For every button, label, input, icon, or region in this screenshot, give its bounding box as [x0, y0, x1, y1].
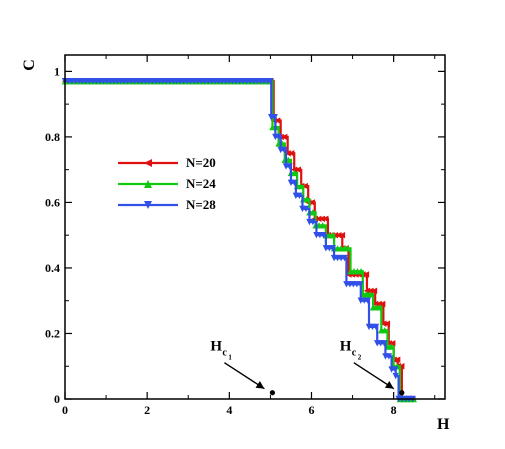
- plot-frame: [64, 54, 446, 400]
- series-n-28: [61, 78, 416, 403]
- data-point: [309, 218, 317, 226]
- data-point: [296, 192, 303, 200]
- annotation-arrowhead: [384, 381, 394, 389]
- data-point: [381, 327, 389, 334]
- y-tick-label: 0: [54, 392, 60, 406]
- data-point: [318, 215, 325, 223]
- data-point: [294, 166, 301, 173]
- data-point: [303, 195, 310, 203]
- x-tick-label: 0: [62, 403, 68, 417]
- data-point: [367, 287, 374, 295]
- annotation-label: H: [210, 339, 222, 355]
- y-axis-label: C: [21, 59, 38, 71]
- x-tick-label: 2: [144, 403, 150, 417]
- data-point: [364, 297, 371, 304]
- data-point: [275, 133, 283, 141]
- data-point: [308, 199, 315, 206]
- data-point: [309, 209, 317, 216]
- data-point: [291, 166, 298, 173]
- data-point: [284, 150, 291, 157]
- data-point: [344, 245, 352, 252]
- data-point: [385, 353, 393, 360]
- data-point: [357, 281, 364, 288]
- data-point: [319, 222, 326, 229]
- data-point: [398, 363, 405, 370]
- data-point: [291, 169, 298, 177]
- data-point: [301, 182, 308, 190]
- data-point: [280, 146, 288, 154]
- data-point: [291, 179, 298, 186]
- x-tick-label: 6: [308, 403, 314, 417]
- x-tick-label: 8: [391, 403, 397, 417]
- legend: N=20 N=24 N=28: [118, 155, 216, 212]
- data-point: [329, 231, 337, 239]
- data-point: [363, 287, 371, 295]
- series-n-20: [61, 78, 416, 403]
- annotation-subscript: c: [222, 348, 227, 359]
- data-point: [271, 114, 278, 121]
- legend-marker: [144, 159, 152, 167]
- y-tick-label: 0.6: [45, 195, 60, 209]
- data-point: [338, 231, 346, 239]
- series-line: [65, 80, 415, 401]
- legend-label: N=20: [186, 155, 216, 170]
- data-point: [322, 215, 329, 223]
- y-tick-label: 0.8: [45, 130, 60, 144]
- data-point: [392, 372, 399, 380]
- x-axis-label: H: [437, 416, 450, 433]
- data-point: [280, 133, 288, 141]
- annotation-subscript: c: [352, 348, 357, 359]
- y-tick-label: 1: [54, 64, 60, 78]
- data-point: [329, 245, 337, 252]
- series-line: [65, 80, 415, 401]
- data-point: [391, 366, 399, 373]
- data-point: [389, 340, 396, 347]
- y-tick-label: 0.4: [45, 261, 60, 275]
- data-point: [287, 150, 295, 157]
- data-point: [267, 78, 274, 85]
- data-point: [380, 320, 387, 327]
- data-point: [357, 268, 365, 275]
- legend-label: N=28: [186, 197, 216, 212]
- annotation-subsubscript: 2: [358, 354, 362, 362]
- annotation-point: [399, 390, 405, 396]
- data-point: [376, 304, 384, 311]
- data-point: [297, 182, 304, 190]
- data-point: [381, 340, 388, 347]
- series-line: [65, 80, 415, 401]
- legend-label: N=24: [186, 176, 216, 191]
- legend-marker: [144, 180, 152, 188]
- data-point: [366, 290, 374, 298]
- data-point: [302, 205, 310, 213]
- data-point: [372, 323, 380, 331]
- data-point: [393, 356, 401, 363]
- annotation-arrowhead: [255, 381, 265, 389]
- annotation-point: [269, 390, 276, 396]
- data-point: [378, 300, 386, 308]
- y-tick-label: 0.2: [45, 326, 60, 340]
- x-tick-label: 4: [226, 403, 232, 417]
- annotation-label: H: [340, 339, 352, 355]
- data-point: [383, 320, 391, 327]
- annotation-subsubscript: 1: [228, 354, 232, 362]
- data-point: [387, 343, 395, 350]
- data-point: [362, 271, 370, 278]
- data-point: [315, 215, 322, 223]
- data-point: [320, 231, 327, 239]
- data-point: [286, 163, 293, 170]
- data-point: [341, 254, 348, 262]
- data-point: [335, 231, 342, 239]
- data-point: [370, 287, 378, 295]
- data-point: [273, 117, 281, 124]
- series-n-24: [61, 78, 417, 403]
- legend-marker: [144, 201, 152, 209]
